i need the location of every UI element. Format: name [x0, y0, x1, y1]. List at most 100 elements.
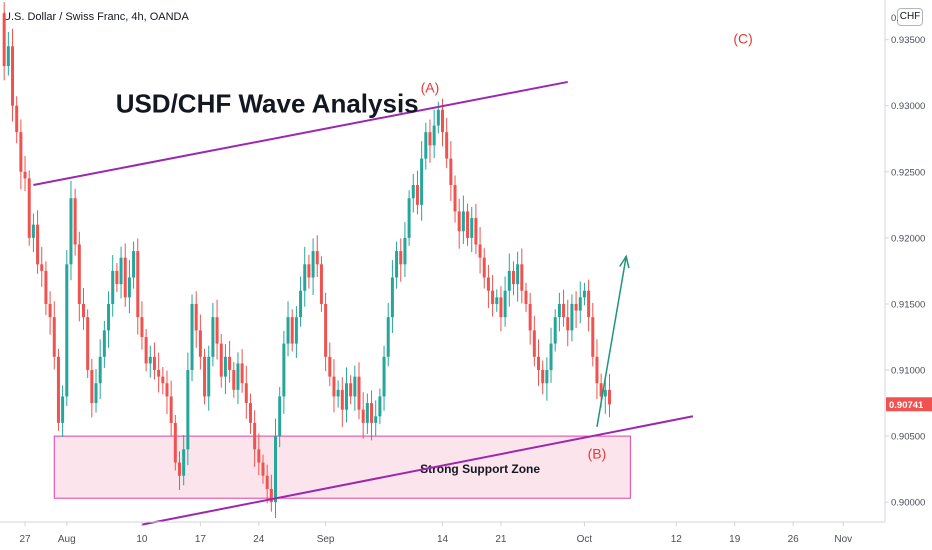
- candle-body: [36, 224, 40, 265]
- time-tick-label: Oct: [577, 534, 593, 545]
- time-tick-label: 21: [495, 534, 507, 545]
- candle-body: [240, 363, 244, 384]
- candle-body: [182, 449, 186, 476]
- candle-body: [449, 158, 453, 186]
- candle-body: [566, 317, 570, 331]
- candle-body: [148, 356, 152, 364]
- candle-body: [2, 13, 6, 67]
- candle-body: [545, 370, 549, 384]
- candle-body: [161, 376, 165, 384]
- time-tick-label: Nov: [834, 534, 852, 545]
- candle-body: [361, 409, 365, 423]
- candle-body: [607, 389, 611, 405]
- candle-body: [378, 396, 382, 417]
- wave-a-label: (A): [421, 80, 440, 96]
- candle-body: [319, 264, 323, 304]
- candle-body: [77, 244, 81, 304]
- candle-body: [511, 270, 515, 285]
- candle-body: [541, 370, 545, 384]
- candle-body: [461, 211, 465, 232]
- candle-body: [157, 370, 161, 377]
- currency-button[interactable]: CHF: [897, 8, 923, 26]
- candle-body: [152, 356, 156, 371]
- candle-body: [207, 356, 211, 397]
- candle-body: [599, 383, 603, 397]
- time-tick-label: 24: [253, 534, 265, 545]
- candle-body: [432, 125, 436, 146]
- candle-body: [603, 389, 607, 397]
- candle-body: [274, 436, 278, 503]
- candle-body: [56, 356, 60, 423]
- candle-body: [81, 303, 85, 318]
- candle-body: [23, 171, 27, 179]
- candle-body: [365, 403, 369, 423]
- candle-body: [403, 237, 407, 265]
- candle-body: [253, 422, 257, 450]
- candle-body: [553, 317, 557, 344]
- candle-body: [478, 244, 482, 258]
- price-tick-label: 0.90000: [891, 498, 925, 509]
- price-tick-label-partial: 0.: [891, 13, 899, 24]
- candle-body: [332, 376, 336, 397]
- candle-body: [420, 158, 424, 205]
- price-tick-label: 0.91000: [891, 366, 925, 377]
- chart-title: USD/CHF Wave Analysis: [116, 88, 419, 118]
- candle-body: [136, 251, 140, 318]
- candle-body: [44, 270, 48, 304]
- candle-body: [257, 449, 261, 463]
- candle-body: [248, 403, 252, 423]
- candle-body: [574, 303, 578, 311]
- candle-body: [315, 251, 319, 265]
- candle-body: [537, 356, 541, 371]
- candle-body: [86, 317, 90, 371]
- candle-body: [119, 257, 123, 285]
- candle-body: [340, 389, 344, 410]
- price-tick-label: 0.90500: [891, 432, 925, 443]
- candle-body: [107, 303, 111, 331]
- candle-body: [311, 251, 315, 278]
- candle-body: [353, 376, 357, 397]
- wave-c-label: (C): [733, 31, 752, 47]
- candle-body: [261, 462, 265, 476]
- candle-body: [303, 264, 307, 291]
- candle-body: [587, 290, 591, 318]
- candle-body: [415, 185, 419, 205]
- candle-body: [223, 356, 227, 377]
- candle-body: [386, 317, 390, 357]
- lower-channel-line: [141, 415, 694, 526]
- candle-body: [6, 46, 10, 67]
- forecast-arrow-head: [619, 254, 630, 269]
- candle-body: [132, 251, 136, 278]
- candle-body: [520, 264, 524, 291]
- candle-body: [203, 356, 207, 397]
- time-tick-label: Sep: [317, 534, 335, 545]
- candle-body: [244, 383, 248, 404]
- candle-body: [516, 264, 520, 285]
- time-tick-label: 10: [136, 534, 148, 545]
- wave-b-label: (B): [588, 446, 607, 462]
- price-tick-label: 0.91500: [891, 299, 925, 310]
- candle-body: [491, 290, 495, 304]
- candle-body: [228, 356, 232, 371]
- candle-body: [236, 363, 240, 390]
- candle-body: [290, 317, 294, 344]
- candle-body: [282, 343, 286, 397]
- candle-body: [265, 475, 269, 489]
- candle-body: [173, 422, 177, 463]
- candle-body: [169, 396, 173, 423]
- time-tick-label: 14: [437, 534, 449, 545]
- candle-body: [503, 290, 507, 318]
- candle-body: [595, 356, 599, 384]
- support-zone-label: Strong Support Zone: [420, 462, 540, 476]
- candle-body: [344, 383, 348, 410]
- price-tick-label: 0.93000: [891, 101, 925, 112]
- candle-body: [111, 270, 115, 304]
- candle-body: [591, 317, 595, 357]
- candle-body: [90, 370, 94, 404]
- candle-body: [524, 290, 528, 304]
- candle-body: [294, 317, 298, 344]
- candle-body: [349, 383, 353, 397]
- candle-body: [115, 270, 119, 285]
- time-tick-label: 27: [19, 534, 31, 545]
